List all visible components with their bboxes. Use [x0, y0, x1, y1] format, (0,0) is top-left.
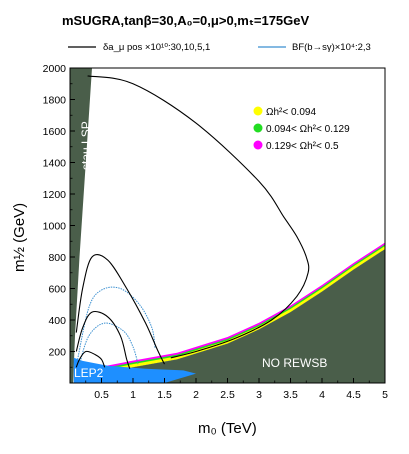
x-tick-label-4: 2.5: [220, 389, 235, 401]
y-tick-label-7: 1600: [43, 126, 67, 138]
y-tick-label-4: 1000: [43, 221, 67, 233]
y-tick-label-2: 600: [48, 284, 66, 296]
region-no-rewsb: [92, 249, 385, 383]
chart-title: mSUGRA,tanβ=30,A₀=0,μ>0,mₜ=175GeV: [62, 13, 310, 28]
y-tick-label-5: 1200: [43, 189, 67, 201]
amu-contour-30: [75, 350, 106, 368]
x-tick-label-8: 4.5: [346, 389, 361, 401]
x-axis-label: m₀ (TeV): [198, 420, 257, 437]
y-tick-label-3: 800: [48, 252, 66, 264]
y-tick-label-1: 400: [48, 315, 66, 327]
region-stau-lsp: [70, 68, 92, 383]
x-tick-label-5: 3: [256, 389, 262, 401]
y-tick-label-0: 200: [48, 347, 66, 359]
amu-contour-1: [87, 75, 310, 359]
region-label-lep2: LEP2: [74, 366, 104, 380]
legend-density-magenta-dot: [253, 140, 263, 150]
y-tick-label-6: 1400: [43, 158, 67, 170]
bsg-contour-3: [77, 286, 156, 360]
x-tick-label-3: 2: [193, 389, 199, 401]
x-tick-label-2: 1.5: [157, 389, 172, 401]
legend-density-green-dot: [253, 123, 263, 133]
legend-amu-label: δa_μ pos ×10¹⁰:30,10,5,1: [103, 42, 210, 53]
legend-bsg-label: BF(b→sγ)×10⁴:2,3: [292, 42, 371, 53]
y-axis-label: m½ (GeV): [11, 203, 28, 272]
x-tick-label-0: 0.5: [94, 389, 109, 401]
region-label-no-rewsb: NO REWSB: [262, 356, 327, 370]
amu-contour-5: [75, 253, 165, 365]
region-label-stau-lsp: stau LSP: [79, 121, 93, 170]
x-tick-label-6: 3.5: [283, 389, 298, 401]
x-tick-label-1: 1: [130, 389, 136, 401]
y-tick-label-9: 2000: [43, 63, 67, 75]
legend-density-yellow-label: Ωh²< 0.094: [266, 107, 316, 118]
x-tick-label-9: 5: [382, 389, 388, 401]
x-tick-label-7: 4: [319, 389, 325, 401]
legend-density-magenta-label: 0.129< Ωh²< 0.5: [266, 141, 339, 152]
region-lep2: [73, 357, 196, 383]
plot-frame: [69, 67, 386, 384]
amu-contour-10: [75, 310, 131, 369]
legend-density-yellow-dot: [253, 106, 263, 116]
y-tick-label-8: 1800: [43, 95, 67, 107]
legend-density-green-label: 0.094< Ωh²< 0.129: [266, 124, 350, 135]
